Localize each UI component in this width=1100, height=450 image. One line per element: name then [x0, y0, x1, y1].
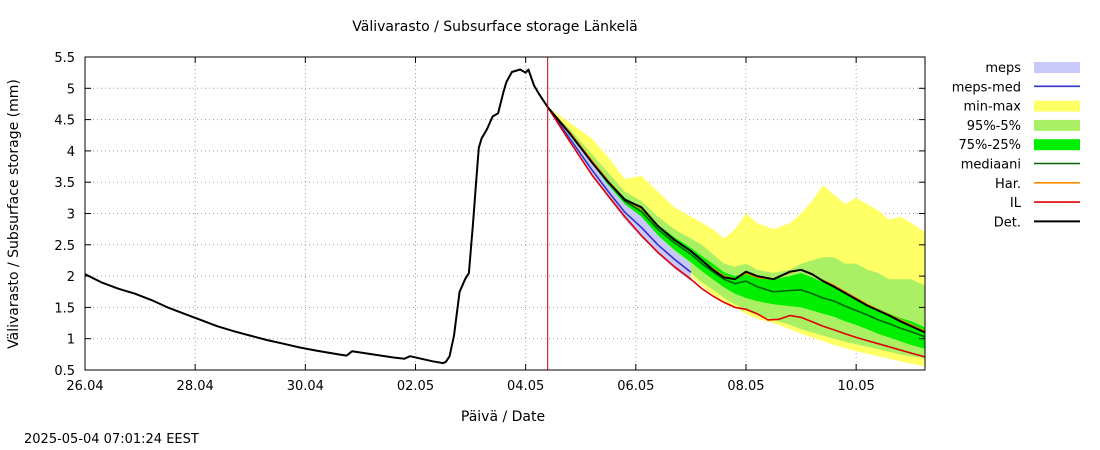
y-tick-label: 3.5 [54, 176, 75, 191]
legend-item-meps-med: meps-med [952, 80, 1080, 95]
y-axis-label: Välivarasto / Subsurface storage (mm) [6, 79, 22, 349]
legend-item-il: IL [1010, 196, 1080, 211]
x-tick-label: 08.05 [727, 379, 764, 394]
y-axis-ticks: 0.5 1 1.5 2 2.5 3 3.5 4 4.5 5 5.5 [54, 51, 925, 379]
x-tick-label: 30.04 [287, 379, 324, 394]
series-mediaani-line [547, 106, 926, 338]
x-tick-label: 10.05 [838, 379, 875, 394]
y-tick-label: 3 [67, 208, 75, 223]
series-il-line [547, 106, 926, 358]
legend-item-mediaani: mediaani [961, 158, 1080, 173]
y-tick-label: 5 [67, 82, 75, 97]
legend-swatch [1034, 119, 1080, 131]
legend-label: meps [985, 61, 1021, 76]
legend-item-95-5: 95%-5% [967, 119, 1080, 134]
legend-item-har: Har. [995, 177, 1080, 192]
x-tick-label: 06.05 [617, 379, 654, 394]
y-tick-label: 2.5 [54, 239, 75, 254]
legend-label: IL [1010, 196, 1022, 211]
legend-label: meps-med [952, 80, 1021, 95]
series-det-line [84, 68, 926, 365]
x-tick-label: 04.05 [507, 379, 544, 394]
y-tick-label: 2 [67, 270, 75, 285]
legend-label: Det. [994, 215, 1021, 230]
timestamp: 2025-05-04 07:01:24 EEST [24, 432, 199, 447]
series-meps-med-line [547, 106, 692, 273]
series-layer [84, 68, 926, 367]
x-tick-label: 02.05 [397, 379, 434, 394]
y-tick-label: 5.5 [54, 51, 75, 66]
chart-title: Välivarasto / Subsurface storage Länkelä [352, 19, 637, 35]
x-tick-label: 28.04 [177, 379, 214, 394]
legend-label: mediaani [961, 158, 1021, 173]
legend: meps meps-med min-max 95%-5% 75%-25% mediaani… [952, 61, 1080, 230]
legend-swatch [1034, 100, 1080, 112]
legend-item-det: Det. [994, 215, 1080, 230]
y-tick-label: 4 [67, 145, 75, 160]
legend-item-meps: meps [985, 61, 1080, 76]
legend-swatch [1034, 139, 1080, 151]
legend-item-75-25: 75%-25% [959, 138, 1080, 153]
y-tick-label: 4.5 [54, 114, 75, 129]
x-axis-label: Päivä / Date [461, 409, 545, 425]
legend-label: 95%-5% [967, 119, 1021, 134]
series-75-25-band [547, 107, 925, 349]
y-tick-label: 1.5 [54, 301, 75, 316]
legend-item-min-max: min-max [963, 100, 1080, 115]
x-axis-ticks: 26.04 28.04 30.04 02.05 04.05 06.05 08.05 10.05 [66, 57, 875, 394]
x-tick-label: 26.04 [66, 379, 103, 394]
series-meps-band [547, 107, 691, 282]
y-tick-label: 1 [67, 333, 75, 348]
legend-label: Har. [995, 177, 1021, 192]
y-tick-label: 0.5 [54, 364, 75, 379]
legend-label: min-max [963, 100, 1021, 115]
legend-label: 75%-25% [959, 138, 1021, 153]
legend-swatch [1034, 62, 1080, 73]
